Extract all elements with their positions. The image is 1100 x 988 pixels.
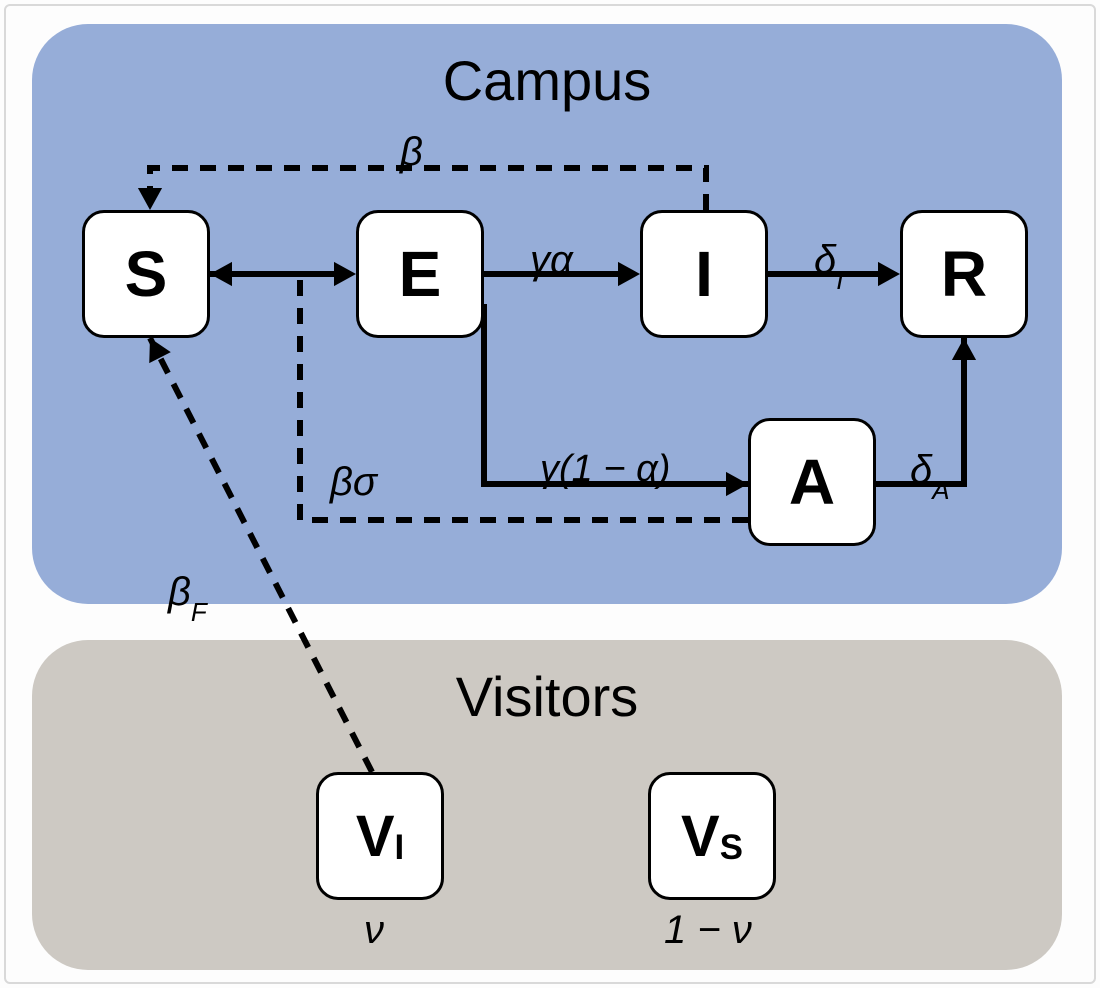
label-beta-sigma: βσ: [330, 460, 377, 505]
label-one-minus-nu: 1 − ν: [664, 908, 752, 953]
node-E: E: [356, 210, 484, 338]
label-beta: β: [400, 130, 423, 175]
node-R: R: [900, 210, 1028, 338]
title-visitors: Visitors: [32, 664, 1062, 729]
node-VI: VI: [316, 772, 444, 900]
label-gamma-1-alpha: γ(1 − α): [540, 448, 670, 491]
label-delta-I: δI: [814, 238, 843, 289]
title-campus: Campus: [32, 48, 1062, 113]
node-A: A: [748, 418, 876, 546]
node-I: I: [640, 210, 768, 338]
node-VS: VS: [648, 772, 776, 900]
label-delta-A: δA: [910, 448, 950, 499]
diagram-stage: Campus Visitors S E I R A VI VS β γα δI …: [0, 0, 1100, 988]
label-beta-F: βF: [168, 570, 207, 621]
label-nu: ν: [364, 908, 384, 953]
node-S: S: [82, 210, 210, 338]
label-gamma-alpha: γα: [530, 238, 573, 283]
